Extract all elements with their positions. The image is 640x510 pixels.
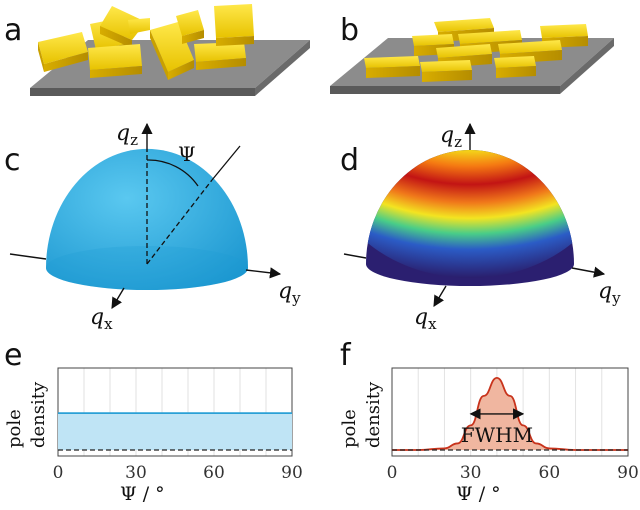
plot-frame [391,367,629,457]
series-area [58,413,292,450]
panel-label-c: c [4,143,21,178]
xlabel-f: Ψ / ° [456,483,501,505]
plot-frame [57,367,293,457]
qy-axis-d [571,266,606,278]
panel-label-f: f [340,338,352,373]
panel-label-e: e [4,338,22,373]
qy-label-d: qy [598,279,621,307]
qx-label-c: qx [90,305,113,333]
x-tick-label: 0 [53,463,64,483]
ylabel-e-1: pole [4,409,25,448]
tilt-line-ext-c [211,145,241,181]
ylabel-f-1: pole [339,409,360,448]
xlabel-e: Ψ / ° [120,483,165,505]
plot-e: 0 30 60 90 [53,367,303,483]
panel-label-b: b [340,13,359,48]
qx-label-d: qx [414,305,437,333]
x-tick-label: 90 [617,463,639,483]
x-tick-label: 0 [387,463,398,483]
x-tick-label: 30 [460,463,482,483]
psi-arc [146,159,199,187]
x-tick-label: 60 [539,463,561,483]
psi-label: Ψ [178,142,196,166]
qx-axis-c [111,287,125,309]
qy-axis-c [245,267,282,279]
qz-label-d: qz [440,123,462,151]
crystals-random [38,4,254,80]
ylabel-e-2: density [28,381,49,448]
panel-label-d: d [340,143,359,178]
plot-f: 0 30 60 90 FWHM [387,367,639,483]
qz-label-c: qz [116,121,138,149]
axis-line-c-left [9,253,47,260]
x-tick-label: 90 [281,463,303,483]
tilt-line-c [146,179,213,265]
panel-label-a: a [4,13,22,48]
qx-axis-d [433,285,447,307]
fwhm-label: FWHM [461,423,533,447]
x-tick-label: 30 [125,463,147,483]
axis-line-d-left [343,253,367,259]
qy-label-c: qy [278,279,301,307]
ylabel-f-2: density [363,381,384,448]
x-tick-label: 60 [203,463,225,483]
crystals-oriented [364,18,588,82]
